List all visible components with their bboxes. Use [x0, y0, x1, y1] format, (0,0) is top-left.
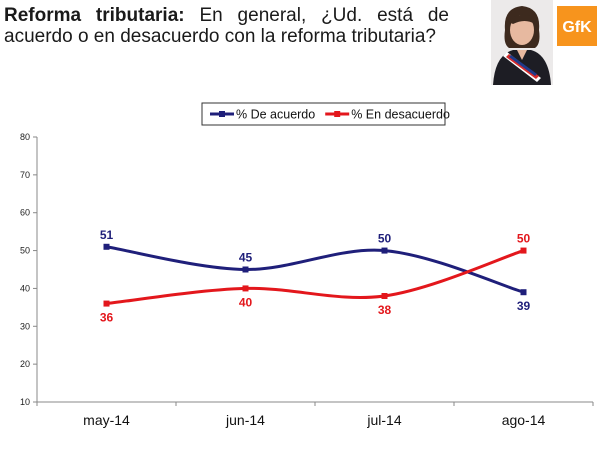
- data-point: [520, 289, 527, 296]
- data-label: 39: [517, 299, 531, 313]
- y-tick-label: 20: [20, 359, 30, 369]
- legend-label: % En desacuerdo: [351, 108, 450, 122]
- data-labels: 51 45 50 39 36 40 38 50: [100, 228, 531, 325]
- legend-box: [201, 102, 446, 126]
- data-label: 50: [378, 232, 392, 246]
- x-tick-label: jun-14: [225, 412, 265, 428]
- chart-title: Reforma tributaria: En general, ¿Ud. est…: [4, 5, 449, 47]
- data-label: 51: [100, 228, 114, 242]
- y-tick-label: 30: [20, 321, 30, 331]
- gfk-logo: GfK: [557, 6, 597, 46]
- data-point: [242, 285, 249, 292]
- data-point: [103, 300, 110, 307]
- data-point: [381, 293, 388, 299]
- data-label: 36: [100, 311, 114, 325]
- series-line-1: [106, 245, 524, 294]
- y-tick-label: 40: [20, 283, 30, 293]
- data-label: 40: [239, 295, 253, 309]
- svg-text:GfK: GfK: [562, 19, 592, 36]
- legend-label: % De acuerdo: [236, 108, 315, 122]
- data-point: [520, 247, 527, 254]
- series-layer: [103, 243, 527, 307]
- y-tick-label: 80: [20, 132, 30, 142]
- y-tick-label: 50: [20, 246, 30, 256]
- data-label: 45: [239, 251, 253, 265]
- data-point: [103, 243, 110, 250]
- data-label: 50: [517, 232, 531, 246]
- data-point: [381, 247, 388, 254]
- y-tick-label: 70: [20, 170, 30, 180]
- x-tick-label: jul-14: [366, 412, 401, 428]
- portrait-photo: [491, 0, 553, 85]
- x-tick-label: may-14: [83, 412, 130, 428]
- series-line-2: [106, 249, 524, 306]
- data-label: 38: [378, 303, 392, 317]
- x-tick-label: ago-14: [502, 412, 546, 428]
- title-question: En general, ¿Ud. está de acuerdo o en de…: [4, 5, 450, 47]
- title-topic: Reforma tributaria:: [4, 5, 185, 26]
- chart-axes: 10 20 30 40 50 60 70 80 may-14 jun-14 jul-14 ago-14: [20, 132, 594, 428]
- y-tick-label: 60: [20, 208, 30, 218]
- legend-swatch-marker: [334, 111, 341, 117]
- y-tick-label: 10: [20, 397, 30, 407]
- chart-legend: % De acuerdo % En desacuerdo: [201, 102, 450, 126]
- data-point: [242, 266, 249, 273]
- legend-swatch-marker: [219, 111, 225, 117]
